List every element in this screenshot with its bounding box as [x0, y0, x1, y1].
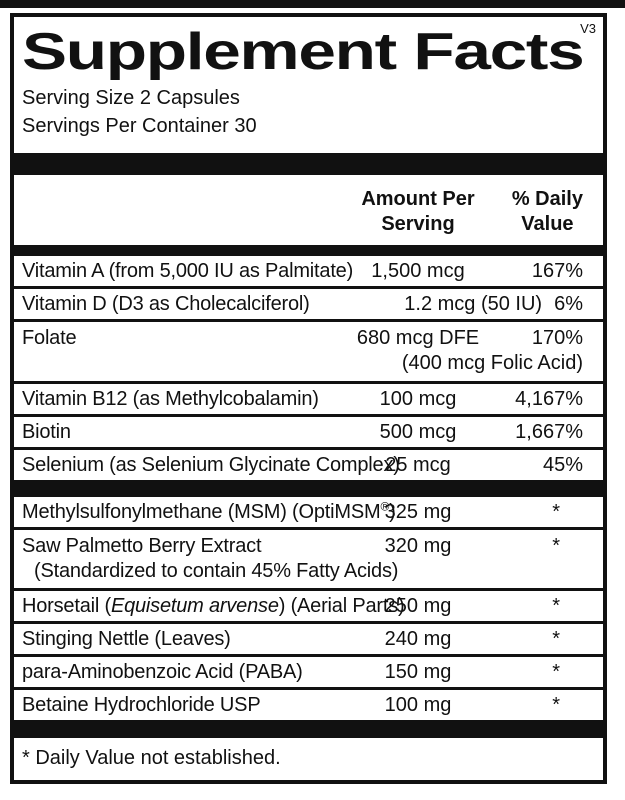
ingredient-daily-value: *: [552, 501, 560, 523]
ingredient-daily-value: 1,667%: [515, 421, 583, 443]
ingredient-daily-value: 170%: [531, 327, 583, 349]
ingredient-daily-value: *: [552, 661, 560, 683]
table-row-biotin: Biotin 500 mcg 1,667%: [14, 417, 603, 450]
ingredient-amount: 100 mcg: [379, 388, 457, 410]
section-divider-bar: [14, 153, 603, 175]
ingredient-amount: 1,500 mcg: [371, 260, 465, 282]
daily-value-footnote: * Daily Value not established.: [22, 747, 281, 769]
header-amount-per-serving: Amount Per Serving: [361, 188, 475, 235]
ingredient-daily-value: *: [552, 535, 560, 557]
table-row-vitamin-d: Vitamin D (D3 as Cholecalciferol) 1.2 mc…: [14, 289, 603, 322]
ingredient-amount: 240 mg: [384, 628, 452, 650]
ingredient-daily-value: *: [552, 694, 560, 716]
ingredient-name: Betaine Hydrochloride USP: [22, 694, 261, 716]
ingredient-amount: 25 mcg: [385, 454, 451, 476]
ingredient-name: Vitamin B12 (as Methylcobalamin): [22, 388, 319, 410]
table-row-vitamin-a: Vitamin A (from 5,000 IU as Palmitate) 1…: [14, 256, 603, 289]
serving-size: Serving Size 2 Capsules: [22, 87, 240, 109]
ingredient-amount: 150 mg: [384, 661, 452, 683]
supplement-facts-label: Supplement Facts V3 Serving Size 2 Capsu…: [10, 13, 607, 784]
table-row-vitamin-b12: Vitamin B12 (as Methylcobalamin) 100 mcg…: [14, 384, 603, 417]
ingredient-name: Folate: [22, 327, 77, 349]
ingredient-daily-value: *: [552, 595, 560, 617]
label-title: Supplement Facts: [22, 23, 585, 81]
table-row-stinging-nettle: Stinging Nettle (Leaves) 240 mg *: [14, 624, 603, 657]
table-row-saw-palmetto: Saw Palmetto Berry Extract (Standardized…: [14, 530, 603, 591]
registered-trademark-symbol: ®: [380, 499, 390, 514]
ingredient-name: Stinging Nettle (Leaves): [22, 628, 231, 650]
header-percent-daily-value: % Daily Value: [511, 188, 583, 235]
table-row-betaine: Betaine Hydrochloride USP 100 mg *: [14, 690, 603, 720]
table-row-paba: para-Aminobenzoic Acid (PABA) 150 mg *: [14, 657, 603, 690]
ingredient-name: Horsetail (Equisetum arvense) (Aerial Pa…: [22, 595, 405, 617]
ingredient-name: Vitamin D (D3 as Cholecalciferol): [22, 293, 310, 315]
ingredient-name-note: (Standardized to contain 45% Fatty Acids…: [34, 560, 399, 582]
ingredient-name: Vitamin A (from 5,000 IU as Palmitate): [22, 260, 354, 282]
ingredient-name: Biotin: [22, 421, 71, 443]
serving-info: Serving Size 2 Capsules Servings Per Con…: [14, 81, 603, 140]
ingredient-amount: 325 mg: [384, 501, 452, 523]
ingredient-daily-value: 6%: [554, 293, 583, 315]
ingredient-amount: 1.2 mcg (50 IU) 6%: [404, 293, 583, 315]
ingredient-daily-value: *: [552, 628, 560, 650]
version-tag: V3: [580, 21, 596, 36]
ingredient-name: Methylsulfonylmethane (MSM) (OptiMSM®): [22, 499, 396, 523]
ingredient-amount: 320 mg: [384, 535, 452, 557]
ingredient-amount-note: (400 mcg Folic Acid): [401, 352, 583, 374]
ingredient-name: Saw Palmetto Berry Extract (Standardized…: [22, 535, 399, 582]
column-headers: Amount Per Serving % Daily Value: [14, 175, 603, 245]
label-header: Supplement Facts V3: [14, 17, 603, 81]
botanical-name: Equisetum arvense: [110, 595, 279, 617]
ingredient-daily-value: 4,167%: [515, 388, 583, 410]
ingredient-amount: 100 mg: [384, 694, 452, 716]
table-row-selenium: Selenium (as Selenium Glycinate Complex)…: [14, 450, 603, 480]
top-edge-bar: [0, 0, 625, 8]
ingredient-daily-value: 45%: [542, 454, 583, 476]
section-divider-bar: [14, 245, 603, 256]
ingredient-name: para-Aminobenzoic Acid (PABA): [22, 661, 303, 683]
servings-per-container: Servings Per Container 30: [22, 115, 257, 137]
ingredient-name: Selenium (as Selenium Glycinate Complex): [22, 454, 400, 476]
table-row-msm: Methylsulfonylmethane (MSM) (OptiMSM®) 3…: [14, 497, 603, 530]
ingredient-amount: 250 mg: [384, 595, 452, 617]
table-row-folate: Folate 680 mcg DFE 170% (400 mcg Folic A…: [14, 322, 603, 384]
ingredient-amount: 500 mcg: [379, 421, 457, 443]
section-divider-bar: [14, 480, 603, 497]
header-spacer: [22, 187, 353, 237]
section-divider-bar: [14, 720, 603, 738]
ingredient-daily-value: 167%: [531, 260, 583, 282]
table-row-horsetail: Horsetail (Equisetum arvense) (Aerial Pa…: [14, 591, 603, 624]
ingredient-amount: 680 mcg DFE: [356, 327, 480, 349]
